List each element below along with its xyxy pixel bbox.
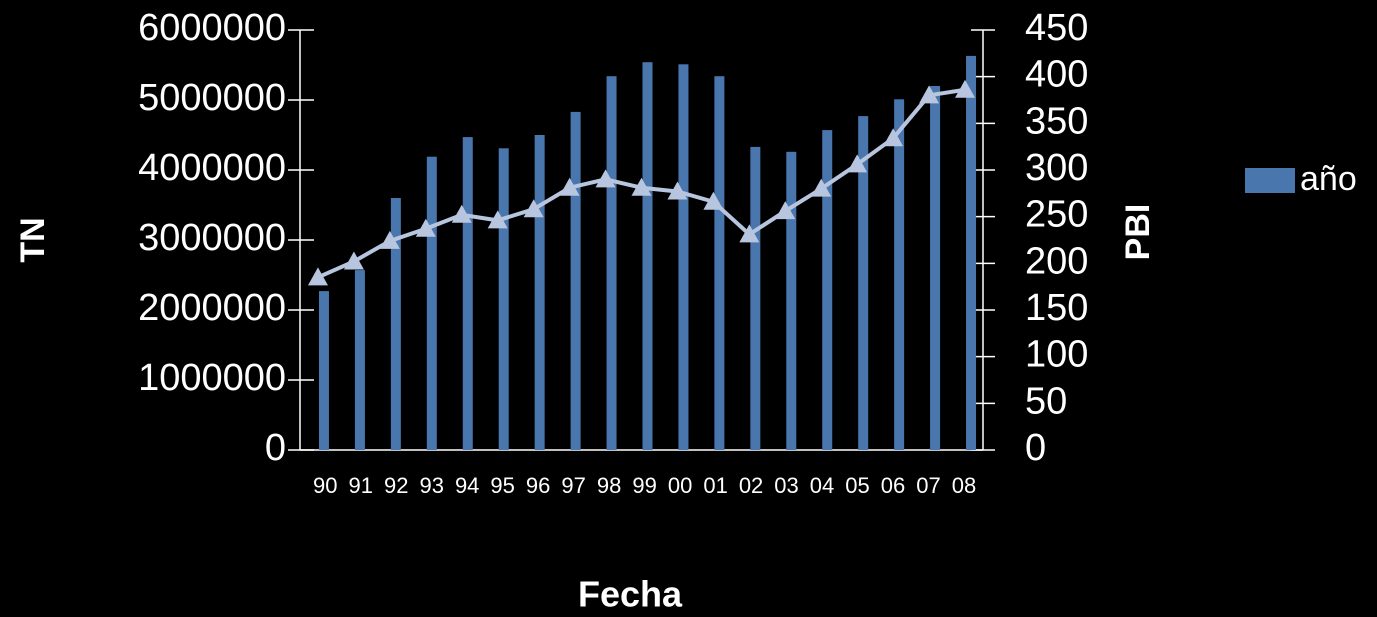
bar [426, 156, 437, 450]
bar [606, 76, 617, 450]
y-tick-label: 5000000 [138, 77, 286, 119]
y2-tick-label: 100 [1025, 334, 1088, 376]
x-tick-label: 96 [525, 473, 551, 498]
marker [631, 177, 652, 196]
x-tick-label: 98 [596, 473, 622, 498]
x-tick-label: 03 [774, 473, 799, 498]
marker [739, 224, 760, 243]
x-tick-label: 05 [845, 473, 870, 498]
marker [703, 191, 724, 210]
bar [750, 146, 761, 450]
bar [714, 76, 725, 450]
y-axis-title: TN [14, 217, 52, 262]
x-tick-label: 97 [561, 473, 586, 498]
bar [462, 137, 473, 450]
y2-tick-label: 0 [1025, 427, 1046, 469]
bar [534, 135, 545, 450]
x-tick-label: 99 [632, 473, 657, 498]
legend-label: año [1300, 160, 1357, 198]
x-tick-label: 94 [454, 473, 480, 498]
x-tick-label: 92 [383, 473, 409, 498]
bar [858, 116, 869, 450]
x-tick-label: 91 [348, 473, 373, 498]
marker [847, 154, 868, 173]
marker [343, 251, 364, 270]
x-tick-label: 00 [667, 473, 693, 498]
y-tick-label: 2000000 [138, 287, 286, 329]
y-tick-label: 0 [265, 427, 286, 469]
marker [559, 177, 580, 196]
marker [667, 181, 688, 200]
y-tick-label: 6000000 [138, 7, 286, 49]
bar [318, 291, 329, 450]
marker [523, 199, 544, 218]
y2-axis-title: PBI [1119, 204, 1157, 261]
y2-tick-label: 300 [1025, 147, 1088, 189]
bar [498, 148, 509, 451]
bar [354, 270, 365, 450]
y-tick-label: 4000000 [138, 147, 286, 189]
marker [775, 201, 796, 220]
bar [678, 64, 689, 451]
y2-tick-label: 200 [1025, 240, 1088, 282]
legend-swatch [1245, 168, 1295, 193]
bar [822, 130, 833, 450]
marker [487, 210, 508, 229]
x-axis-title: Fecha [578, 574, 683, 615]
bar [966, 55, 977, 451]
x-tick-label: 93 [419, 473, 444, 498]
marker [415, 218, 436, 237]
marker [595, 169, 616, 188]
marker [955, 79, 976, 98]
bar [642, 62, 653, 450]
marker [307, 267, 328, 286]
bar [786, 151, 797, 451]
marker [919, 85, 940, 104]
x-tick-label: 01 [703, 473, 728, 498]
x-tick-label: 08 [951, 473, 977, 498]
x-tick-label: 06 [880, 473, 906, 498]
x-tick-label: 90 [313, 473, 338, 498]
y2-tick-label: 50 [1025, 380, 1067, 422]
y-tick-label: 1000000 [138, 357, 286, 399]
x-tick-label: 04 [809, 473, 835, 498]
y2-tick-label: 250 [1025, 194, 1088, 236]
marker [883, 128, 904, 147]
x-tick-labels: 90 91 92 93 94 95 96 97 98 99 00 01 02 03 04 05 06 07 08 [313, 468, 993, 504]
bar [390, 198, 401, 450]
y2-tick-label: 450 [1025, 7, 1088, 49]
bar [894, 99, 905, 451]
marker [451, 204, 472, 223]
y2-tick-label: 150 [1025, 287, 1088, 329]
y-tick-label: 3000000 [138, 217, 286, 259]
y2-tick-label: 350 [1025, 100, 1088, 142]
bar [930, 86, 941, 450]
x-tick-label: 95 [490, 473, 515, 498]
x-tick-label: 02 [738, 473, 764, 498]
marker [379, 230, 400, 249]
marker [811, 178, 832, 197]
y2-tick-label: 400 [1025, 54, 1088, 96]
bar [570, 111, 581, 451]
x-tick-label: 07 [916, 473, 941, 498]
